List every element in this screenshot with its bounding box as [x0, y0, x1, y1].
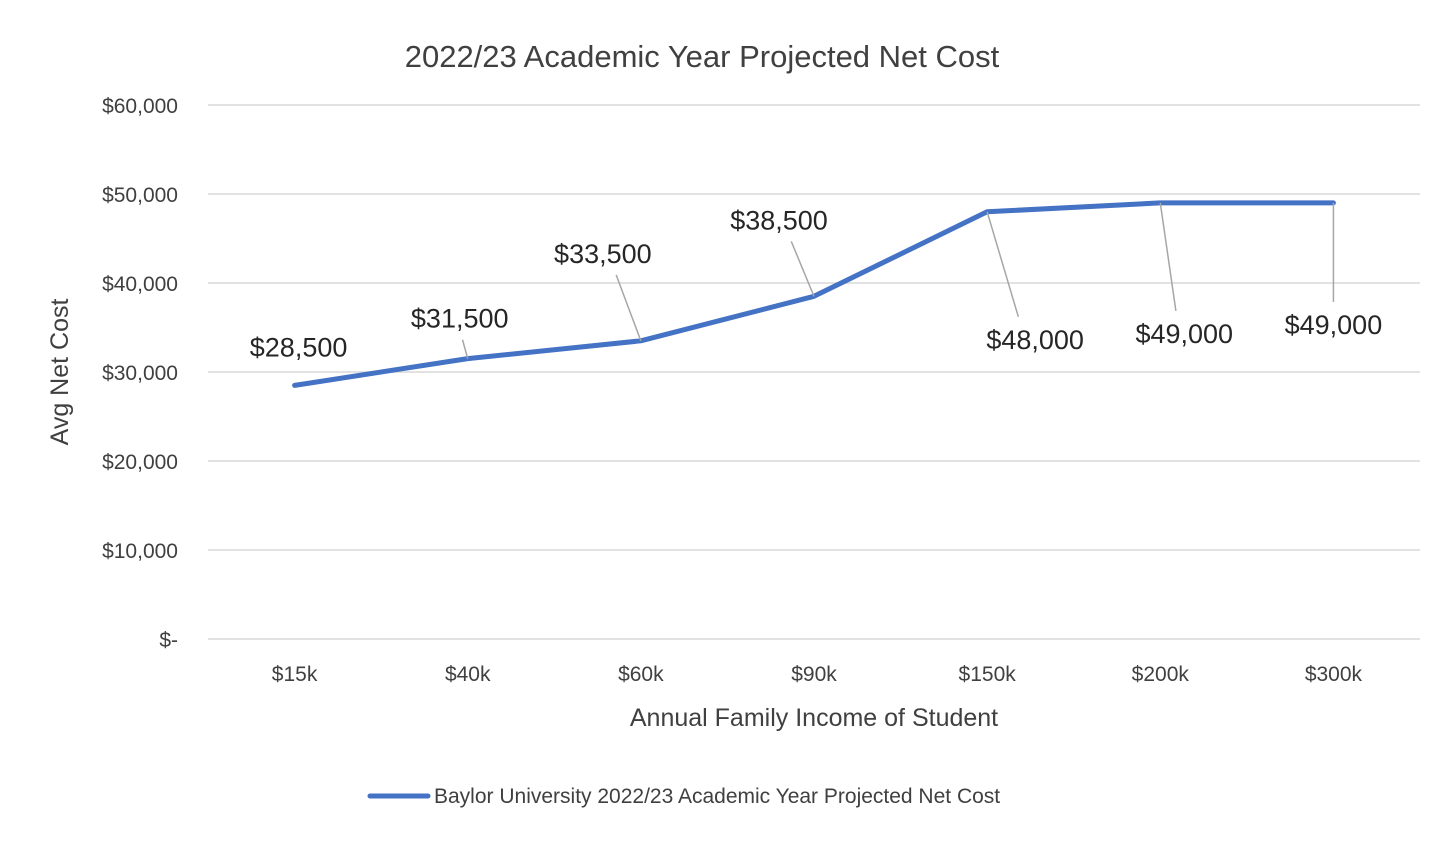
- y-tick-label: $60,000: [102, 95, 178, 118]
- chart-title: 2022/23 Academic Year Projected Net Cost: [405, 39, 1000, 74]
- x-axis-title: Annual Family Income of Student: [630, 704, 998, 732]
- data-label: $49,000: [1135, 319, 1233, 349]
- y-axis-ticks: $- $10,000 $20,000 $30,000 $40,000 $50,000 $60…: [102, 95, 178, 652]
- legend-label: Baylor University 2022/23 Academic Year …: [434, 785, 1000, 808]
- data-label-leader: [615, 274, 642, 342]
- y-tick-label: $30,000: [102, 362, 178, 385]
- x-tick-label: $15k: [272, 663, 318, 686]
- gridlines: [208, 104, 1420, 640]
- data-labels: $28,500 $31,500 $33,500 $38,500 $48,000 $49,0…: [250, 205, 1382, 362]
- data-label: $31,500: [411, 304, 509, 334]
- y-tick-label: $40,000: [102, 273, 178, 296]
- y-tick-label: $20,000: [102, 451, 178, 474]
- x-tick-label: $40k: [445, 663, 491, 686]
- x-axis-ticks: $15k $40k $60k $90k $150k $200k $300k: [272, 663, 1363, 686]
- data-label-leader: [461, 339, 469, 359]
- x-tick-label: $300k: [1305, 663, 1363, 686]
- data-label-leader: [986, 211, 1020, 318]
- y-axis-title: Avg Net Cost: [46, 299, 74, 446]
- data-label: $38,500: [730, 205, 828, 235]
- data-point: [293, 383, 297, 387]
- x-tick-label: $200k: [1132, 663, 1190, 686]
- data-label-leader: [790, 241, 815, 297]
- data-label: $49,000: [1285, 310, 1383, 340]
- y-tick-label: $10,000: [102, 540, 178, 563]
- data-label-leaders: [461, 202, 1335, 359]
- y-tick-label: $50,000: [102, 184, 178, 207]
- data-label: $28,500: [250, 332, 348, 362]
- data-label: $48,000: [986, 325, 1084, 355]
- x-tick-label: $60k: [618, 663, 664, 686]
- data-label: $33,500: [554, 239, 652, 269]
- y-tick-label: $-: [159, 629, 178, 652]
- x-tick-label: $150k: [959, 663, 1017, 686]
- legend: Baylor University 2022/23 Academic Year …: [367, 785, 1000, 808]
- data-label-leader: [1159, 202, 1177, 312]
- x-tick-label: $90k: [791, 663, 837, 686]
